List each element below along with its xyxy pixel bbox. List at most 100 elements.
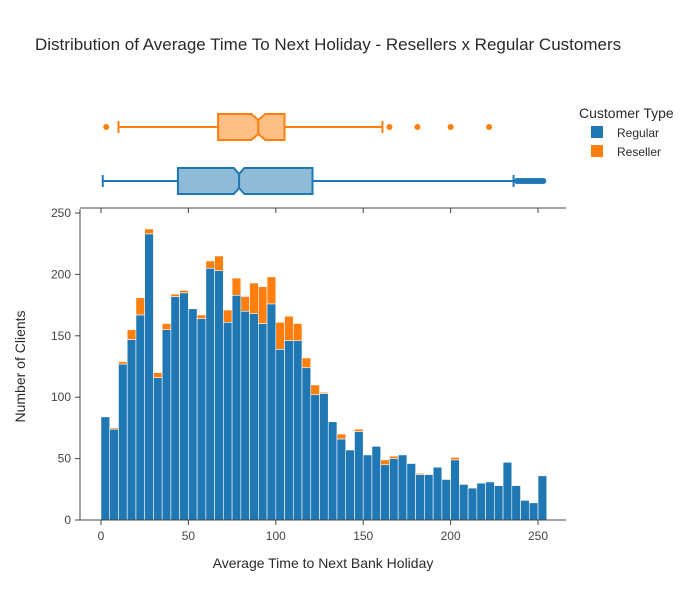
box-outlier-reseller — [447, 124, 454, 130]
x-tick-label: 150 — [353, 529, 373, 543]
histogram-bar-regular — [362, 454, 373, 521]
histogram-bar-regular — [188, 308, 198, 521]
box-outlier-reseller — [486, 124, 493, 130]
box-plot-panel — [101, 113, 547, 195]
y-tick-label: 0 — [64, 513, 71, 527]
histogram-bar-regular — [214, 270, 224, 521]
legend: Customer Type Regular Reseller — [579, 105, 674, 159]
x-tick-label: 0 — [98, 529, 105, 543]
x-tick-label: 100 — [266, 529, 286, 543]
histogram-bar-regular — [223, 321, 233, 521]
histogram-bar-regular — [441, 479, 451, 521]
histogram-bar-reseller — [144, 228, 154, 235]
histogram-bar-regular — [266, 303, 277, 521]
histogram-bar-reseller — [450, 457, 460, 461]
histogram-bar-regular — [109, 428, 119, 521]
histogram-bar-reseller — [266, 276, 277, 305]
histogram-bar-regular — [345, 449, 355, 521]
histogram-bar-reseller — [380, 459, 390, 466]
histogram-bar-regular — [415, 474, 425, 521]
histogram-bar-regular — [161, 329, 172, 521]
histogram-bar-regular — [380, 464, 390, 521]
histogram-bar-regular — [432, 466, 443, 521]
chart-title: Distribution of Average Time To Next Hol… — [35, 35, 621, 54]
y-tick-label: 50 — [58, 452, 72, 466]
histogram-bar-reseller — [319, 391, 329, 394]
histogram-bar-regular — [258, 323, 268, 521]
histogram-bar-regular — [371, 446, 381, 521]
legend-title: Customer Type — [579, 105, 674, 121]
x-tick-label: 200 — [441, 529, 461, 543]
box-outlier-reseller — [103, 124, 110, 130]
legend-swatch-regular — [591, 126, 603, 138]
histogram-bar-regular — [144, 233, 154, 521]
histogram-bar-reseller — [240, 296, 250, 312]
legend-label-reseller: Reseller — [617, 145, 661, 159]
histogram-bar-reseller — [170, 293, 180, 297]
histogram-bar-regular — [336, 438, 347, 521]
histogram-bar-reseller — [196, 314, 207, 319]
histogram-bar-regular — [537, 475, 548, 521]
axes: 0 50 100 150 200 250 0 50 100 150 200 250 — [51, 206, 566, 543]
histogram-bar-reseller — [153, 372, 163, 378]
histogram-bar-regular — [511, 485, 521, 521]
histogram-bar-regular — [310, 394, 320, 521]
x-axis-title: Average Time to Next Bank Holiday — [213, 555, 434, 571]
box-body-reseller — [217, 113, 286, 141]
histogram-bar-reseller — [275, 321, 285, 350]
histogram-bar-reseller — [109, 427, 119, 430]
y-axis-title: Number of Clients — [12, 310, 28, 422]
box-outlier-regular — [540, 178, 547, 184]
histogram-bar-regular — [135, 314, 145, 521]
histogram-bar-regular — [424, 474, 434, 521]
histogram-bar-reseller — [284, 315, 294, 342]
histogram-bar-regular — [520, 500, 530, 521]
y-tick-label: 200 — [51, 267, 71, 281]
histogram-bar-reseller — [205, 260, 215, 269]
histogram-bar-reseller — [389, 455, 399, 459]
histogram-bar-reseller — [310, 384, 320, 396]
histogram-bar-regular — [450, 459, 460, 521]
y-tick-label: 100 — [51, 390, 71, 404]
histogram-bar-reseller — [258, 286, 268, 324]
histogram-bar-reseller — [336, 433, 347, 440]
histogram-bar-regular — [459, 484, 469, 521]
histogram-bar-regular — [205, 267, 215, 521]
histogram-bar-regular — [406, 463, 416, 521]
y-tick-label: 250 — [51, 206, 71, 220]
box-outlier-reseller — [414, 124, 421, 130]
histogram-bar-regular — [502, 461, 513, 521]
y-tick-label: 150 — [51, 329, 71, 343]
histogram-panel — [100, 228, 548, 521]
histogram-bar-regular — [301, 367, 312, 521]
histogram-bar-regular — [354, 431, 364, 521]
histogram-bar-regular — [153, 377, 163, 521]
histogram-bar-regular — [389, 458, 399, 521]
histogram-bar-regular — [476, 482, 486, 521]
histogram-bar-regular — [467, 487, 478, 521]
histogram-bar-regular — [319, 393, 329, 521]
histogram-bar-reseller — [118, 361, 128, 365]
x-tick-label: 50 — [182, 529, 196, 543]
histogram-bar-reseller — [231, 277, 242, 296]
histogram-bar-regular — [528, 502, 539, 521]
histogram-bar-reseller — [292, 323, 303, 342]
box-outlier-reseller — [386, 124, 393, 130]
legend-label-regular: Regular — [617, 126, 659, 140]
histogram-bar-regular — [179, 292, 189, 521]
histogram-bar-regular — [170, 296, 180, 521]
histogram-bar-regular — [284, 340, 294, 521]
histogram-bar-regular — [275, 349, 285, 521]
box-body-regular — [176, 167, 314, 195]
histogram-bar-reseller — [223, 309, 233, 323]
histogram-bar-regular — [327, 421, 338, 521]
histogram-bar-regular — [196, 318, 207, 521]
histogram-bar-regular — [100, 416, 111, 521]
histogram-bar-reseller — [179, 290, 189, 294]
histogram-bar-reseller — [214, 255, 224, 272]
histogram-bar-reseller — [161, 323, 172, 330]
histogram-bar-regular — [240, 310, 250, 521]
histogram-bar-regular — [485, 481, 495, 521]
legend-swatch-reseller — [591, 145, 603, 157]
histogram-bar-reseller — [415, 473, 425, 475]
